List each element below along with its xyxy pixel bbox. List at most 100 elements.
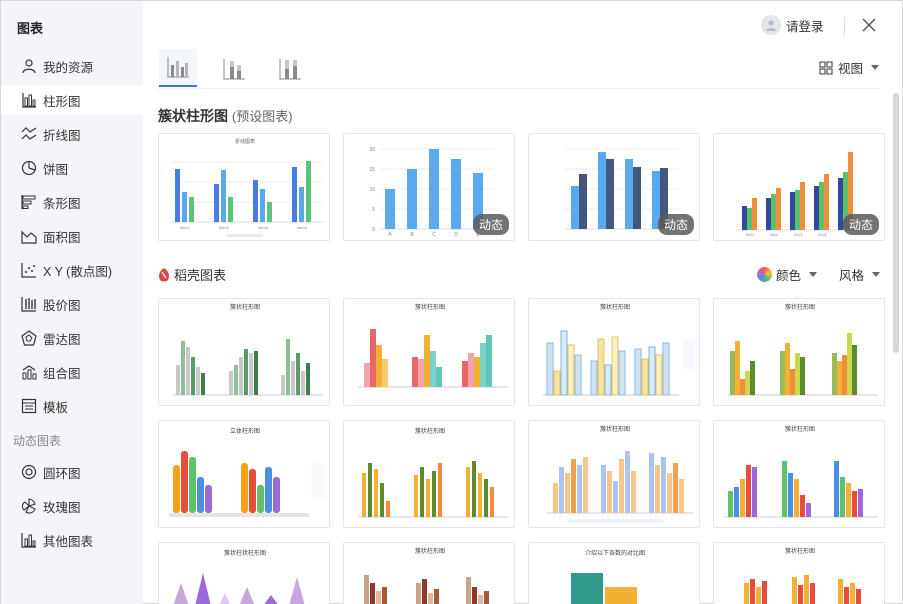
thumbnail-title: 簇状柱形图 <box>415 427 445 435</box>
chart-thumbnail: 簇状柱形图 <box>724 425 878 518</box>
area-chart-icon <box>21 228 37 244</box>
thumbnail-title: 立体柱形图 <box>230 427 260 435</box>
bar-chart-icon <box>21 92 37 108</box>
stock-chart-icon <box>21 296 37 312</box>
login-button[interactable]: 请登录 <box>761 15 824 35</box>
chart-thumbnail: 簇状柱形图 <box>543 303 695 396</box>
scrollbar-thumb[interactable] <box>893 93 899 353</box>
sidebar-item-label: 柱形图 <box>43 94 81 109</box>
sidebar-item-donut[interactable]: 圆环图 <box>1 457 143 487</box>
y-tick: 10 <box>369 187 375 193</box>
chart-thumbnail: 介绍以下各数的对比图 <box>571 549 645 604</box>
thumbnail-title: 簇状柱形图 <box>600 303 630 311</box>
tab-clustered-bar[interactable] <box>159 49 197 87</box>
chart-thumbnail: 簇状柱形图 <box>358 427 508 518</box>
sidebar-item-label: 我的资源 <box>43 60 94 75</box>
x-tick: 2013 <box>794 232 804 237</box>
sidebar-item-combo[interactable]: 组合图 <box>1 357 143 387</box>
template-chart-card[interactable]: 立体柱形图 <box>158 420 330 528</box>
template-chart-card[interactable]: 簇状柱形图 <box>343 298 515 406</box>
template-chart-card[interactable]: 簇状柱形图 <box>713 420 885 528</box>
sidebar-item-template[interactable]: 模板 <box>1 391 143 421</box>
sidebar-item-label: 面积图 <box>43 230 81 245</box>
sidebar-item-label: 雷达图 <box>43 332 81 347</box>
daoke-title: 稻壳图表 <box>174 268 227 283</box>
template-chart-card[interactable]: 簇状柱形图 <box>713 298 885 406</box>
chart-thumbnail: 折线图表 Item1 Item2 Item3 Item4 <box>171 138 323 237</box>
x-tick: Item2 <box>219 225 230 230</box>
preset-title: 簇状柱形图 <box>158 108 228 124</box>
style-dropdown[interactable]: 风格 <box>839 265 881 284</box>
tab-percent-stacked-bar[interactable] <box>271 49 309 87</box>
sidebar-item-line-chart[interactable]: 折线图 <box>1 119 143 149</box>
tab-stacked-bar[interactable] <box>215 49 253 87</box>
sidebar-item-label: 饼图 <box>43 162 69 177</box>
clustered-bar-icon <box>167 57 189 78</box>
thumbnail-title: 簇状柱形图 <box>785 425 815 433</box>
template-chart-card[interactable]: 介绍以下各数的对比图 <box>528 542 700 604</box>
color-label: 颜色 <box>776 269 802 283</box>
sidebar-item-label: 玫瑰图 <box>43 500 81 515</box>
sidebar-item-area-chart[interactable]: 面积图 <box>1 221 143 251</box>
sidebar-item-rose[interactable]: 玫瑰图 <box>1 491 143 521</box>
y-tick: 0 <box>372 227 375 233</box>
template-chart-card[interactable]: 簇状柱形图 <box>343 542 515 604</box>
sidebar-item-label: 条形图 <box>43 196 81 211</box>
view-dropdown[interactable]: 视图 <box>819 58 880 77</box>
avatar-icon <box>761 15 781 35</box>
sidebar-item-pie-chart[interactable]: 饼图 <box>1 153 143 183</box>
sidebar-item-label: 股价图 <box>43 298 81 313</box>
sidebar-item-stock[interactable]: 股价图 <box>1 289 143 319</box>
x-tick: Item1 <box>180 225 191 230</box>
template-chart-card[interactable]: 簇状柱形图 <box>343 420 515 528</box>
thumbnail-title: 簇状柱状柱形图 <box>224 549 266 557</box>
radar-chart-icon <box>21 330 37 346</box>
preset-subtitle: (预设图表) <box>231 109 293 124</box>
chart-thumbnail: 簇状柱状柱形图 <box>173 549 305 604</box>
sidebar-item-label: 折线图 <box>43 128 81 143</box>
other-chart-icon <box>21 532 37 548</box>
x-tick: D <box>454 232 458 238</box>
preset-chart-card-1[interactable]: 折线图表 Item1 Item2 Item3 Item4 <box>158 133 330 241</box>
close-icon[interactable] <box>859 15 879 35</box>
sidebar-item-other[interactable]: 其他图表 <box>1 525 143 555</box>
sidebar-section-dynamic: 动态图表 <box>13 434 62 448</box>
pie-chart-icon <box>21 160 37 176</box>
y-tick: 15 <box>369 167 375 173</box>
preset-chart-card-4[interactable]: 2011 Mon 2013 2014 动态 <box>713 133 885 241</box>
sidebar-item-label: 组合图 <box>43 366 81 381</box>
sidebar-item-bar-chart[interactable]: 柱形图 <box>1 85 143 115</box>
thumbnail-title: 簇状柱形图 <box>785 547 815 555</box>
grid-view-icon <box>819 61 833 74</box>
sidebar-item-label: X Y (散点图) <box>43 264 112 279</box>
preset-chart-card-3[interactable]: 动态 <box>528 133 700 241</box>
template-chart-card[interactable]: 簇状柱形图 <box>713 542 885 604</box>
sidebar-item-radar[interactable]: 雷达图 <box>1 323 143 353</box>
donut-chart-icon <box>21 464 37 480</box>
template-chart-card[interactable]: 簇状柱形图 <box>158 298 330 406</box>
x-tick: C <box>432 232 436 238</box>
x-tick: A <box>388 232 392 238</box>
sidebar-item-scatter[interactable]: X Y (散点图) <box>1 255 143 285</box>
thumbnail-title: 簇状柱形图 <box>230 303 260 311</box>
chart-thumbnail: 簇状柱形图 <box>744 547 861 604</box>
sidebar-item-my-resources[interactable]: 我的资源 <box>1 51 143 81</box>
y-tick: 5 <box>372 207 375 213</box>
template-chart-card[interactable]: 簇状柱状柱形图 <box>158 542 330 604</box>
x-tick: Item4 <box>297 225 308 230</box>
template-chart-card[interactable]: 簇状柱形图 <box>528 298 700 406</box>
thumbnail-title: 折线图表 <box>235 138 255 145</box>
user-icon <box>21 58 37 74</box>
x-tick: Mon <box>770 232 778 237</box>
template-chart-card[interactable]: 簇状柱形图 <box>528 420 700 528</box>
thumbnail-title: 簇状柱形图 <box>785 303 815 311</box>
thumbnail-title: 簇状柱形图 <box>415 303 445 311</box>
tabs-divider <box>158 88 880 89</box>
sidebar-item-horizontal-bar[interactable]: 条形图 <box>1 187 143 217</box>
chart-thumbnail: 簇状柱形图 <box>728 303 878 396</box>
color-dropdown[interactable]: 颜色 <box>757 265 818 284</box>
chart-thumbnail: 2011 Mon 2013 2014 <box>736 152 874 237</box>
chart-thumbnail: 簇状柱形图 <box>173 303 323 396</box>
stacked-bar-icon <box>223 59 245 80</box>
preset-chart-card-2[interactable]: 20 15 10 5 0 A B C D E 动态 <box>343 133 515 241</box>
